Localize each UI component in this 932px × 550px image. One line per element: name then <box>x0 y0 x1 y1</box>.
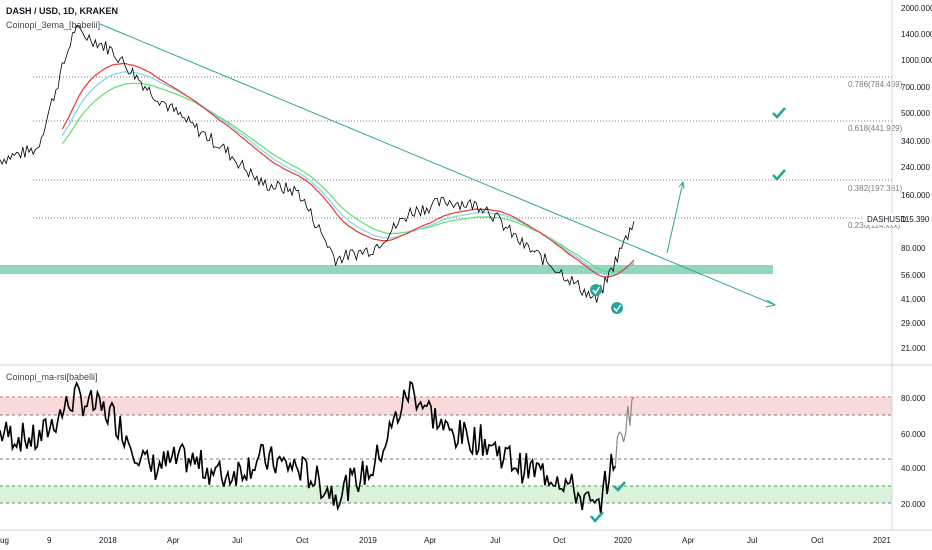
rsi-tick: 40.000 <box>901 464 926 473</box>
indicator-ema-label[interactable]: Coinopi_3ema_[babelii] <box>6 20 101 30</box>
descending-trendline[interactable] <box>99 23 776 306</box>
time-tick: Apr <box>682 536 695 545</box>
current-price-tag: 115.390 <box>901 215 930 224</box>
price-tick: 700.000 <box>901 83 930 92</box>
price-pane[interactable]: 0.786(784.459) 0.618(441.929) 0.382(197.… <box>0 23 903 314</box>
chart-symbol-title[interactable]: DASH / USD, 1D, KRAKEN <box>6 6 119 16</box>
price-tick: 500.000 <box>901 109 930 118</box>
price-tick: 1400.000 <box>901 30 932 39</box>
price-tick: 41.000 <box>901 295 926 304</box>
time-tick: Jul <box>232 536 242 545</box>
time-tick: 2020 <box>614 536 632 545</box>
rsi-overbought-zone <box>0 397 892 415</box>
price-tick: 21.000 <box>901 344 926 353</box>
time-tick: ug <box>0 536 9 545</box>
check-icon <box>772 107 786 119</box>
check-icon <box>611 302 623 314</box>
ema-red-line <box>61 62 635 278</box>
check-icon <box>590 511 604 523</box>
time-tick: Oct <box>296 536 309 545</box>
check-icon <box>590 284 602 296</box>
rsi-line-rising <box>614 396 635 467</box>
rsi-line <box>0 380 617 515</box>
time-tick: 9 <box>47 536 52 545</box>
price-tick: 56.000 <box>901 271 926 280</box>
price-tick: 29.000 <box>901 319 926 328</box>
support-zone <box>0 265 773 274</box>
price-tick: 160.000 <box>901 191 930 200</box>
price-tick: 80.000 <box>901 244 926 253</box>
check-icon <box>772 169 786 181</box>
projection-arrow[interactable] <box>666 181 684 254</box>
price-tick: 340.000 <box>901 137 930 146</box>
price-axis[interactable]: 2000.000 1400.000 1000.000 700.000 500.0… <box>0 0 932 366</box>
fib-label-0382: 0.382(197.361) <box>848 184 903 193</box>
rsi-pane[interactable] <box>0 380 892 523</box>
price-line <box>0 25 635 303</box>
price-tick: 240.000 <box>901 163 930 172</box>
time-tick: Oct <box>553 536 566 545</box>
rsi-oversold-zone <box>0 486 892 503</box>
ema-blue-line <box>61 71 635 276</box>
rsi-tick: 80.000 <box>901 394 926 403</box>
current-price-tag-bg <box>864 214 932 225</box>
fib-label-0786: 0.786(784.459) <box>848 80 903 89</box>
rsi-tick: 20.000 <box>901 500 926 509</box>
time-tick: Apr <box>424 536 437 545</box>
current-price-symbol: DASHUSD <box>867 215 906 224</box>
projection-arrowhead <box>678 180 685 190</box>
rsi-tick: 60.000 <box>901 430 926 439</box>
rsi-axis[interactable]: 80.000 60.000 40.000 20.000 <box>891 365 926 530</box>
indicator-rsi-label[interactable]: Coinopi_ma-rsi[babelli] <box>6 372 98 382</box>
price-tick: 2000.000 <box>901 4 932 13</box>
time-tick: Jul <box>490 536 500 545</box>
time-tick: Apr <box>167 536 180 545</box>
fib-label-0236: 0.236(114.xxx) <box>848 221 901 230</box>
ema-green-line <box>61 82 635 273</box>
time-tick: 2018 <box>99 536 117 545</box>
price-tick: 1000.000 <box>901 56 932 65</box>
check-icon <box>613 481 626 492</box>
time-tick: Jul <box>747 536 757 545</box>
time-axis[interactable]: ug 9 2018 Apr Jul Oct 2019 Apr Jul Oct 2… <box>0 529 932 545</box>
trendline-arrowhead <box>765 299 777 308</box>
fib-label-0618: 0.618(441.929) <box>848 124 903 133</box>
time-tick: 2019 <box>359 536 377 545</box>
time-tick: 2021 <box>873 536 891 545</box>
time-tick: Oct <box>811 536 824 545</box>
